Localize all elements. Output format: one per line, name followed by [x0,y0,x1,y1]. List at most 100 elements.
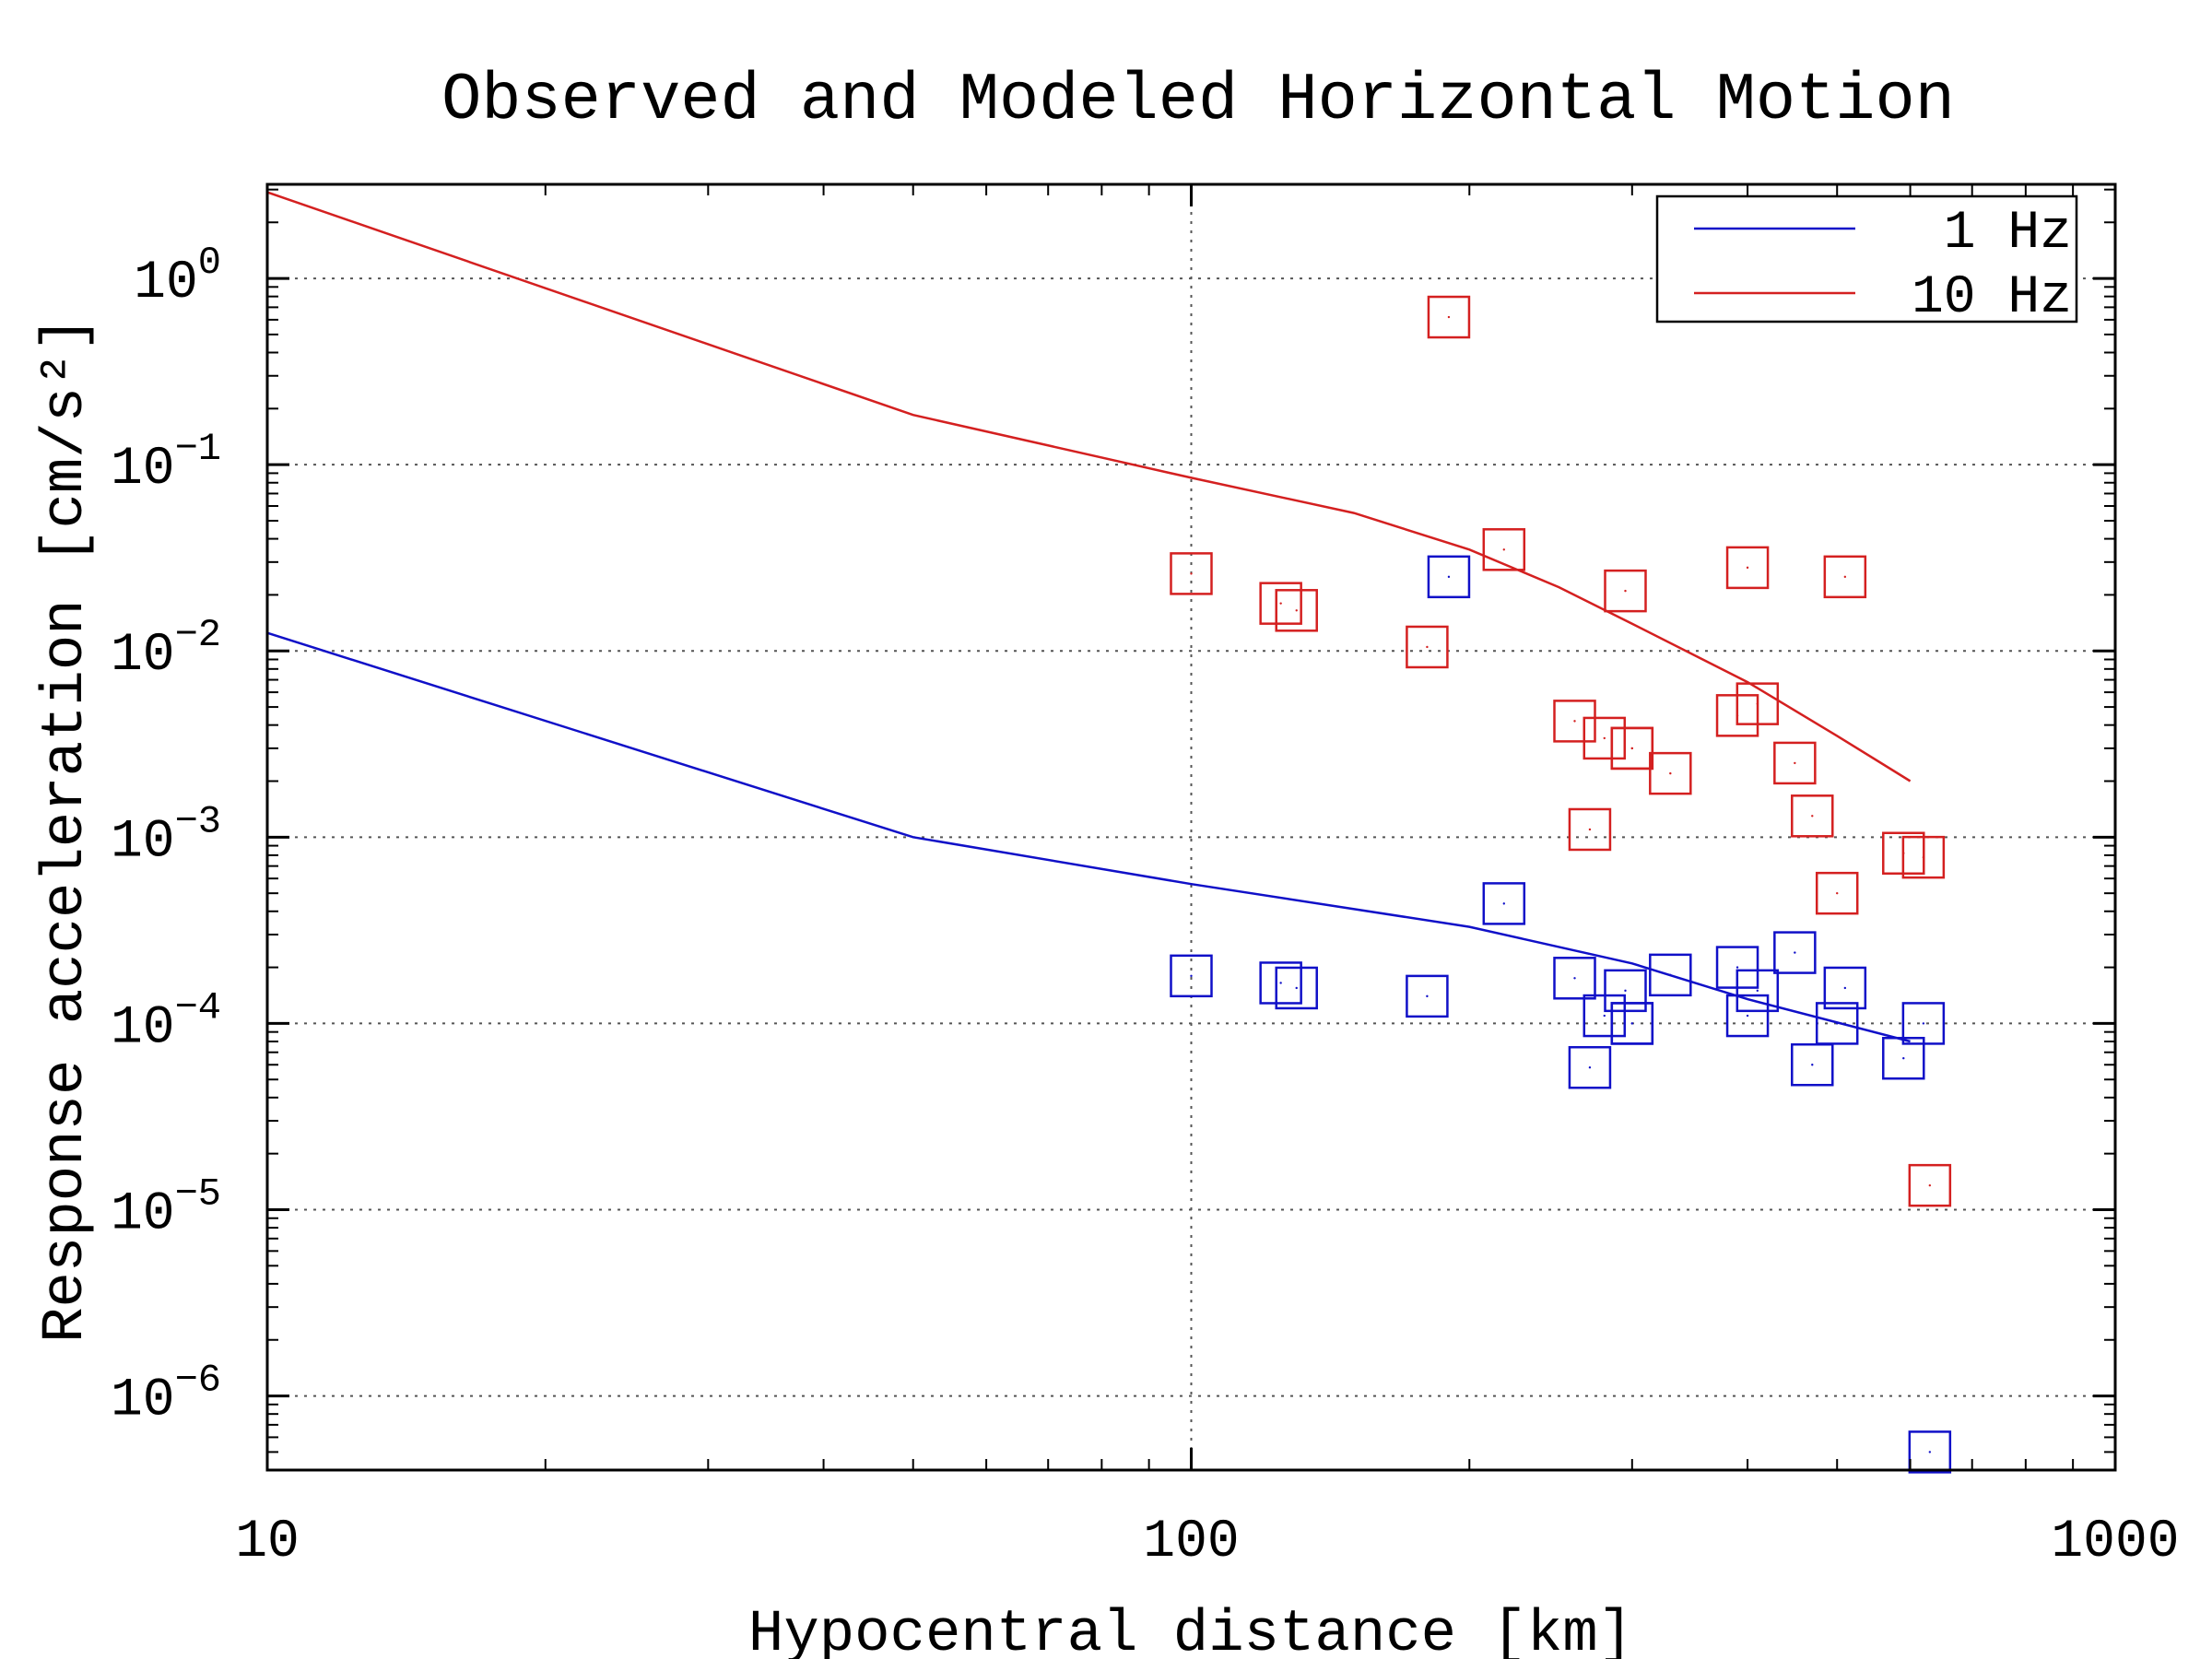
data-point-1-hz [1427,555,1471,599]
data-point-1-hz [1815,1002,1859,1045]
data-point-10-hz [1170,552,1213,595]
legend-box [1655,194,2078,324]
data-point-center [1756,702,1759,705]
data-point-center [1295,986,1298,990]
data-point-1-hz [1908,1430,1952,1474]
data-point-1-hz [1482,882,1526,925]
data-point-10-hz [1773,741,1817,785]
data-point-center [1843,986,1847,990]
y-tick-label: 10−5 [111,1171,221,1244]
data-point-center [1573,977,1576,980]
data-point-center [1746,1014,1749,1018]
data-point-center [1279,602,1282,605]
data-point-center [1502,548,1506,551]
legend-label-1-hz: 1 Hz [1944,204,2072,264]
y-tick-label: 10−3 [111,799,221,872]
data-point-10-hz [1275,589,1318,632]
data-point-1-hz [1901,1002,1946,1045]
data-point-center [1669,771,1672,775]
y-tick-label: 10−2 [111,613,221,686]
x-tick-labels: 10 100 1000 [235,1512,2179,1572]
data-point-10-hz [1583,716,1627,760]
data-point-10-hz [1901,835,1946,879]
y-tick-label: 10−4 [111,985,221,1058]
data-point-center [1735,966,1739,969]
y-tick-labels: 100 10−1 10−2 10−3 10−4 10−5 10−6 [111,241,221,1431]
x-tick-label: 100 [1143,1512,1239,1572]
data-point-10-hz [1482,528,1526,571]
x-tick-label: 1000 [2051,1512,2179,1572]
model-line-10-hz [266,191,1912,782]
tick-marks [265,184,2117,1471]
data-point-10-hz [1649,751,1692,795]
data-point-center [1190,572,1193,575]
data-point-10-hz [1908,1163,1952,1207]
data-point-center [1669,973,1672,977]
data-point-center [1836,891,1839,895]
data-point-10-hz [1725,546,1770,590]
data-point-center [1794,761,1796,765]
data-point-center [1603,1014,1606,1018]
y-tick-label: 10−6 [111,1359,221,1431]
model-lines [266,191,1912,1043]
data-point-center [1928,1183,1932,1187]
data-point-center [1902,1057,1905,1060]
observed-points [1170,295,1952,1474]
data-point-center [1588,1066,1592,1069]
data-point-1-hz [1725,994,1770,1038]
data-point-1-hz [1604,969,1647,1013]
data-point-10-hz [1823,555,1867,599]
data-point-center [1447,315,1451,319]
data-point-center [1502,902,1506,905]
data-point-center [1624,589,1627,593]
data-point-1-hz [1823,966,1867,1010]
data-point-1-hz [1259,961,1302,1005]
y-axis-label: Response acceleration [cm/s²] [33,316,100,1343]
data-point-1-hz [1735,969,1780,1013]
data-point-1-hz [1406,974,1449,1018]
data-point-center [1922,855,1925,859]
data-point-center [1630,1022,1634,1025]
data-point-center [1746,566,1749,570]
data-point-1-hz [1610,1002,1654,1045]
data-point-10-hz [1735,682,1780,725]
data-point-center [1811,815,1814,818]
data-point-1-hz [1773,931,1817,974]
data-point-10-hz [1406,625,1449,669]
data-point-center [1603,736,1606,740]
data-point-center [1843,575,1847,579]
data-point-center [1836,1022,1839,1025]
data-point-1-hz [1553,957,1596,1000]
data-point-center [1190,974,1193,978]
data-point-1-hz [1568,1045,1612,1089]
data-point-1-hz [1275,966,1318,1010]
data-point-center [1624,989,1627,993]
x-axis-label: Hypocentral distance [km] [748,1602,1633,1659]
data-point-center [1295,609,1298,612]
data-point-center [1811,1064,1814,1066]
plot-frame [265,182,2117,1472]
data-point-1-hz [1791,1042,1834,1087]
chart-title: Observed and Modeled Horizontal Motion [441,63,1955,138]
data-point-center [1794,951,1796,954]
data-point-10-hz [1259,582,1302,625]
data-point-center [1588,828,1592,831]
model-line-1-hz [266,631,1911,1043]
data-point-center [1928,1451,1932,1453]
legend-label-10-hz: 10 Hz [1912,268,2072,328]
x-tick-label: 10 [235,1512,300,1572]
y-tick-label: 10−1 [111,427,221,500]
data-point-10-hz [1610,726,1654,771]
data-point-1-hz [1170,954,1213,998]
data-point-10-hz [1815,871,1859,915]
data-point-1-hz [1649,953,1692,997]
y-tick-label: 100 [134,241,221,313]
data-point-center [1756,989,1759,993]
data-point-10-hz [1427,295,1471,339]
data-point-center [1573,720,1576,723]
grid [267,184,2115,1470]
data-point-center [1630,747,1634,750]
data-point-center [1426,645,1429,649]
